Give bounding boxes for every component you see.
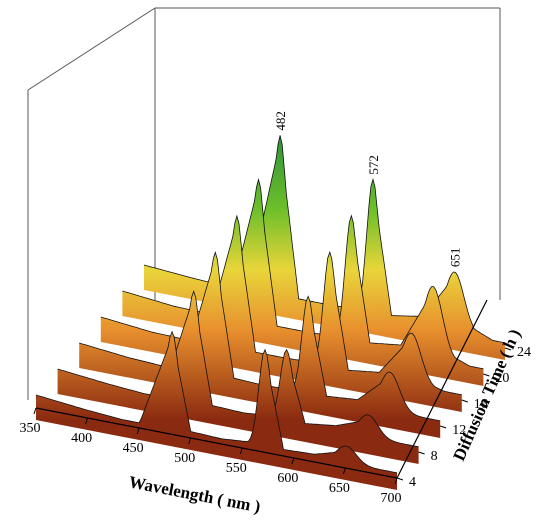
x-tick-450 [136, 427, 140, 435]
x-tick-label-500: 500 [174, 451, 195, 466]
spectrum-area-8h [57, 291, 419, 464]
spectrum-series-8h [57, 290, 419, 464]
x-tick-350 [33, 407, 37, 415]
peak-label-651: 651 [447, 248, 462, 268]
z-tick-label-12: 12 [452, 423, 466, 438]
top-left-edge [27, 7, 156, 91]
z-tick-8 [418, 451, 425, 455]
z-tick-label-8: 8 [431, 449, 438, 464]
z-tick-label-4: 4 [409, 475, 416, 490]
peak-label-482: 482 [273, 111, 288, 131]
x-tick-600 [291, 457, 295, 465]
z-axis-line [396, 299, 488, 479]
x-tick-label-550: 550 [226, 461, 247, 476]
z-tick-12 [440, 425, 447, 429]
spectrum-line-16h [100, 214, 462, 396]
x-tick-650 [342, 467, 346, 475]
x-tick-label-450: 450 [123, 441, 144, 456]
x-tick-label-700: 700 [381, 491, 402, 506]
x-tick-700 [394, 477, 398, 485]
peak-labels: 482 572 651 [273, 111, 462, 267]
x-tick-500 [188, 437, 192, 445]
z-axis: 48 12 16 20 24 [396, 345, 531, 490]
x-tick-label-400: 400 [71, 431, 92, 446]
x-axis-line [35, 407, 398, 479]
x-tick-400 [85, 417, 89, 425]
spectrum-series-4h [35, 330, 398, 490]
x-tick-550 [239, 447, 243, 455]
spectrum-line-4h [35, 330, 398, 474]
z-tick-label-16: 16 [474, 397, 488, 412]
x-tick-label-650: 650 [329, 481, 350, 496]
x-axis-title: Wavelength ( nm ) [127, 472, 262, 516]
z-tick-20 [483, 373, 490, 377]
x-tick-label-600: 600 [277, 471, 298, 486]
spectrum-line-8h [57, 290, 419, 448]
spectra-series [35, 135, 506, 490]
box-frame-back [27, 7, 501, 400]
z-tick-label-24: 24 [517, 345, 531, 360]
z-tick-4 [396, 477, 404, 481]
box-frame-front [35, 299, 488, 479]
x-tick-label-350: 350 [20, 421, 41, 436]
spectrum-area-4h [36, 331, 397, 490]
z-tick-24 [504, 347, 512, 351]
z-tick-label-20: 20 [495, 371, 509, 386]
peak-label-572: 572 [366, 155, 381, 175]
x-axis: 350 400 450 500 550 600 650 700 [20, 407, 402, 506]
z-tick-16 [461, 399, 468, 403]
